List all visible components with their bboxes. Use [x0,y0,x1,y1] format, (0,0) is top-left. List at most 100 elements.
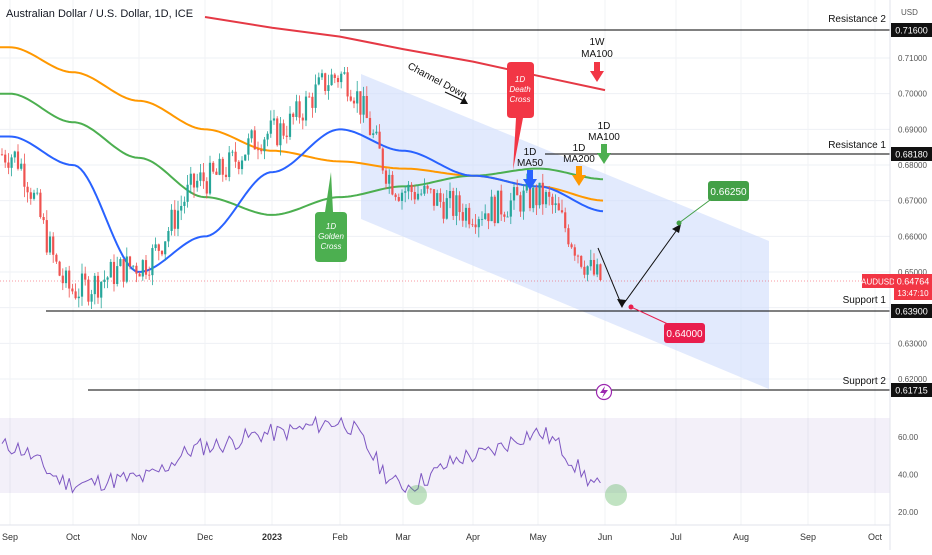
candle-body [109,261,112,278]
candles [0,67,602,310]
candle-body [29,192,32,199]
candle-body [487,213,490,222]
time-label: Feb [332,532,348,542]
candle-body [503,214,506,217]
golden-cross-label-2: Golden [318,232,344,241]
time-label: Dec [197,532,214,542]
candle-body [564,212,567,229]
price-tick-label: 0.67000 [898,197,927,206]
candle-body [93,275,96,295]
candle-body [506,216,509,218]
golden-cross-callout: 1D Golden Cross [315,172,347,262]
candle-body [74,291,77,299]
d1-ma50-label-2: MA50 [517,158,544,169]
candle-body [304,96,308,121]
time-label: Apr [466,532,480,542]
ma50-line [0,128,604,273]
time-label: Aug [733,532,749,542]
price-tick-label: 0.69000 [898,125,927,134]
candle-body [36,192,39,194]
candle-body [96,275,100,298]
rsi-pane [0,415,890,506]
candle-body [116,266,119,284]
price-tick-label: 0.65000 [898,268,927,277]
candle-body [202,172,205,182]
candle-body [372,133,375,135]
chart-title: Australian Dollar / U.S. Dollar, 1D, ICE [6,8,193,20]
candle-body [32,192,36,199]
rsi-tick-label: 60.00 [898,433,919,442]
candle-body [45,220,48,253]
candle-body [496,190,500,224]
d1-ma50-arrow-icon [523,170,537,190]
candle-body [263,139,266,152]
candle-body [554,203,557,206]
candle-body [349,96,352,101]
candle-body [327,85,330,91]
candle-body [400,192,404,201]
candle-body [490,196,493,222]
d1-ma50-label-1: 1D [524,147,537,158]
candle-body [186,184,189,202]
candle-body [100,281,103,298]
candle-body [589,259,592,267]
candle-body [167,230,170,242]
golden-cross-label-1: 1D [326,222,336,231]
candle-body [39,192,42,218]
candle-body [295,101,298,117]
candle-body [461,212,464,221]
price-tick-label: 0.70000 [898,90,927,99]
candle-body [544,192,548,205]
lightning-icon[interactable] [595,383,613,401]
candle-body [128,256,132,267]
candle-body [196,180,199,188]
candle-body [445,198,448,219]
candle-body [432,189,436,206]
candle-body [106,277,109,280]
candle-body [343,72,346,74]
candle-body [314,84,317,108]
candle-body [320,73,324,78]
candle-body [183,201,186,206]
time-axis[interactable]: Sep Oct Nov Dec 2023 Feb Mar Apr May Jun Jul Aug Sep… [0,524,890,542]
current-symbol-badge [862,274,894,288]
candle-body [205,181,208,194]
candle-body [576,255,580,257]
golden-cross-label-3: Cross [321,242,342,251]
target-high-badge [708,181,749,201]
candle-body [311,96,314,108]
price-tick-label: 0.62000 [898,375,927,384]
time-label: Jul [670,532,682,542]
rsi-ticks: 60.00 40.00 20.00 [898,433,919,517]
candle-body [154,244,157,249]
candle-body [378,131,381,149]
candle-body [330,74,333,86]
target-low-label: 0.64000 [666,329,703,340]
price-tick-label: 0.66000 [898,232,927,241]
death-cross-label-1: 1D [515,75,525,84]
candle-body [71,288,74,292]
price-axis[interactable]: USD 0.71000 0.70000 0.69000 0.68000 0.67000 0… [861,0,932,550]
candle-body [285,135,288,137]
candle-body [228,152,231,178]
candle-body [464,207,468,221]
candle-body [356,91,359,104]
target-high-dot [676,220,682,226]
candle-body [26,186,29,193]
candle-body [480,218,484,220]
candle-body [253,130,256,150]
candle-body [234,151,237,162]
d1-ma200-arrow-icon [572,166,586,186]
candle-body [224,174,228,178]
resistance-2-value: 0.71600 [895,26,928,36]
candle-body [346,72,349,97]
candle-body [397,197,400,201]
candle-body [381,148,384,171]
candle-body [138,273,141,277]
candle-body [458,195,461,213]
candle-body [7,162,10,168]
candle-body [298,101,301,118]
candle-body [218,158,221,175]
candle-body [410,184,413,192]
